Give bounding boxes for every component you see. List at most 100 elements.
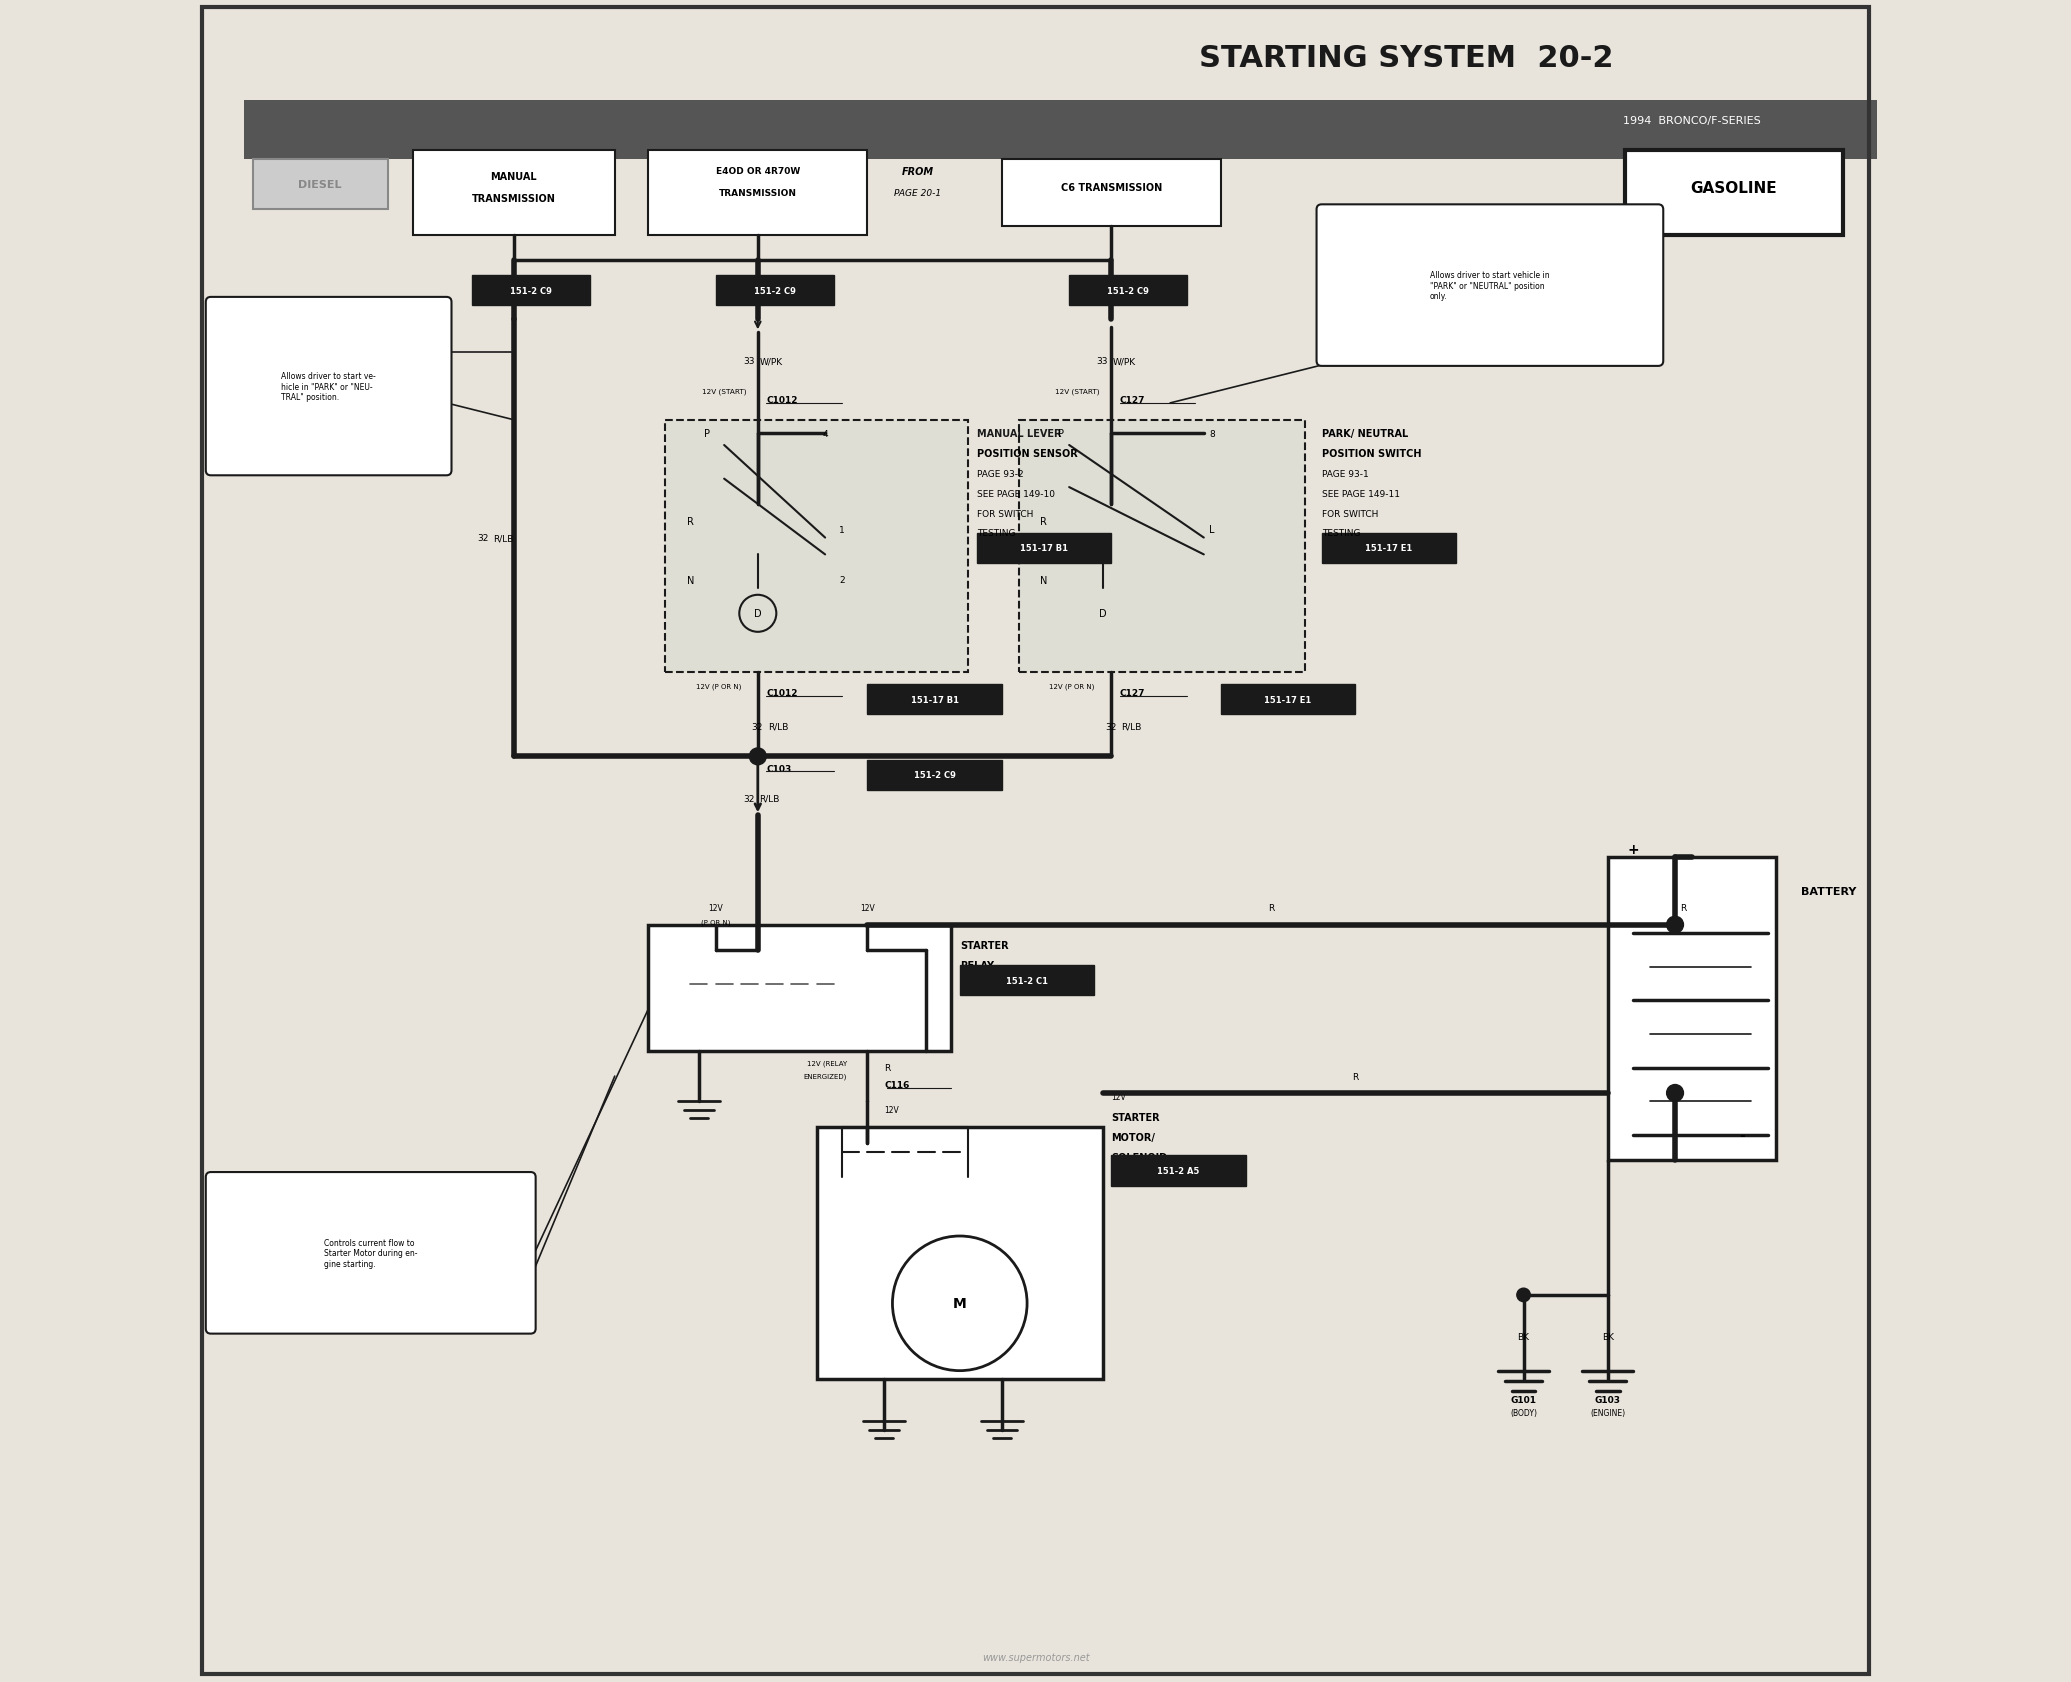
Text: 12V (P OR N): 12V (P OR N)	[696, 683, 741, 690]
Circle shape	[1516, 1288, 1530, 1302]
Text: 12V (RELAY: 12V (RELAY	[808, 1060, 847, 1066]
FancyBboxPatch shape	[1317, 205, 1663, 367]
Text: FOR SWITCH: FOR SWITCH	[978, 510, 1033, 520]
Text: 1: 1	[839, 525, 845, 535]
Text: PAGE 93-2: PAGE 93-2	[978, 469, 1023, 479]
Text: N: N	[1040, 575, 1048, 585]
Text: 12V (START): 12V (START)	[1054, 389, 1100, 395]
Bar	[1624, 151, 1843, 235]
Bar	[648, 151, 868, 235]
Bar	[1112, 1156, 1247, 1186]
Bar	[1002, 160, 1220, 227]
Bar	[1019, 420, 1305, 673]
Text: SEE PAGE 149-10: SEE PAGE 149-10	[978, 489, 1054, 500]
Bar	[959, 965, 1093, 996]
Text: (ENGINE): (ENGINE)	[1591, 1408, 1626, 1418]
Text: R: R	[884, 1063, 891, 1073]
Text: 151-17 E1: 151-17 E1	[1365, 543, 1412, 553]
Text: 151-2 A5: 151-2 A5	[1158, 1166, 1199, 1176]
Text: N: N	[688, 575, 694, 585]
Text: 33: 33	[743, 357, 754, 367]
Text: POSITION SENSOR: POSITION SENSOR	[978, 449, 1077, 459]
Text: GASOLINE: GASOLINE	[1690, 182, 1777, 195]
Text: DIESEL: DIESEL	[298, 180, 342, 190]
Text: 8: 8	[1209, 429, 1216, 439]
Text: RELAY: RELAY	[959, 960, 994, 971]
Text: 151-2 C9: 151-2 C9	[1108, 286, 1149, 296]
Text: FROM: FROM	[901, 167, 934, 177]
Text: 151-17 E1: 151-17 E1	[1263, 695, 1311, 705]
Text: 12V (START): 12V (START)	[702, 389, 746, 395]
Text: 32: 32	[476, 533, 489, 543]
Text: 32: 32	[1106, 722, 1116, 732]
Text: R: R	[1040, 516, 1048, 526]
Bar	[472, 276, 590, 306]
Text: C103: C103	[1116, 278, 1141, 288]
Text: R: R	[1680, 903, 1686, 913]
Text: 151-17 B1: 151-17 B1	[1019, 543, 1069, 553]
Text: W/PK: W/PK	[760, 357, 783, 367]
Text: C1012: C1012	[766, 395, 797, 405]
Circle shape	[750, 748, 766, 765]
Text: STARTING SYSTEM  20-2: STARTING SYSTEM 20-2	[1199, 44, 1613, 74]
Text: SOLENOID: SOLENOID	[1112, 1152, 1168, 1162]
Bar	[868, 685, 1002, 715]
Text: E4OD OR 4R70W: E4OD OR 4R70W	[717, 167, 799, 177]
Text: ENERGIZED): ENERGIZED)	[804, 1073, 847, 1080]
Text: TESTING: TESTING	[1321, 528, 1361, 538]
Text: TRANSMISSION: TRANSMISSION	[472, 193, 555, 204]
Text: C116: C116	[884, 1080, 909, 1090]
Text: C6 TRANSMISSION: C6 TRANSMISSION	[1060, 183, 1162, 193]
Text: 4: 4	[822, 429, 828, 439]
Text: R: R	[688, 516, 694, 526]
Text: C127: C127	[1120, 395, 1145, 405]
Text: BK: BK	[1601, 1332, 1613, 1342]
Text: 1994  BRONCO/F-SERIES: 1994 BRONCO/F-SERIES	[1624, 116, 1760, 126]
Text: MANUAL: MANUAL	[491, 172, 536, 182]
Bar	[648, 925, 951, 1051]
Bar	[978, 533, 1112, 563]
Text: 151-2 C1: 151-2 C1	[1007, 976, 1048, 986]
Text: C103: C103	[520, 278, 545, 288]
Text: 151-2 C9: 151-2 C9	[754, 286, 795, 296]
Text: Allows driver to start ve-
hicle in "PARK" or "NEU-
TRAL" position.: Allows driver to start ve- hicle in "PAR…	[282, 372, 377, 402]
Bar	[1069, 276, 1187, 306]
Text: -: -	[1740, 1129, 1746, 1142]
Text: POSITION SWITCH: POSITION SWITCH	[1321, 449, 1421, 459]
Text: 12V: 12V	[884, 1105, 899, 1115]
Circle shape	[1667, 1085, 1684, 1102]
Text: R/LB: R/LB	[760, 794, 781, 804]
Bar	[868, 760, 1002, 791]
Bar	[1607, 858, 1777, 1161]
Bar	[253, 160, 387, 210]
Text: TESTING: TESTING	[978, 528, 1015, 538]
Bar	[717, 276, 833, 306]
Text: C103: C103	[766, 764, 791, 774]
Text: PARK/ NEUTRAL: PARK/ NEUTRAL	[1321, 429, 1408, 439]
Bar	[244, 101, 1876, 160]
Text: FOR SWITCH: FOR SWITCH	[1321, 510, 1377, 520]
Text: C1012: C1012	[766, 688, 797, 698]
Text: R: R	[1267, 903, 1274, 913]
Text: 151-2 C9: 151-2 C9	[913, 770, 955, 780]
Circle shape	[1667, 917, 1684, 934]
Text: 2: 2	[839, 575, 845, 585]
Text: C127: C127	[1120, 688, 1145, 698]
Text: 32: 32	[743, 794, 754, 804]
Bar	[1321, 533, 1456, 563]
Text: W/PK: W/PK	[1112, 357, 1137, 367]
Text: 151-2 C9: 151-2 C9	[509, 286, 551, 296]
Text: 151-17 B1: 151-17 B1	[911, 695, 959, 705]
Text: 12V: 12V	[859, 903, 874, 913]
Text: 32: 32	[752, 722, 762, 732]
FancyBboxPatch shape	[205, 1172, 536, 1334]
Text: BK: BK	[1518, 1332, 1530, 1342]
Text: MANUAL LEVER: MANUAL LEVER	[978, 429, 1060, 439]
Text: www.supermotors.net: www.supermotors.net	[982, 1652, 1089, 1662]
Text: P: P	[704, 429, 710, 439]
Text: 12V: 12V	[1112, 1092, 1127, 1102]
Bar	[1220, 685, 1354, 715]
Text: L: L	[1209, 525, 1216, 535]
Text: 12V (P OR N): 12V (P OR N)	[1050, 683, 1093, 690]
Text: M: M	[953, 1297, 967, 1310]
